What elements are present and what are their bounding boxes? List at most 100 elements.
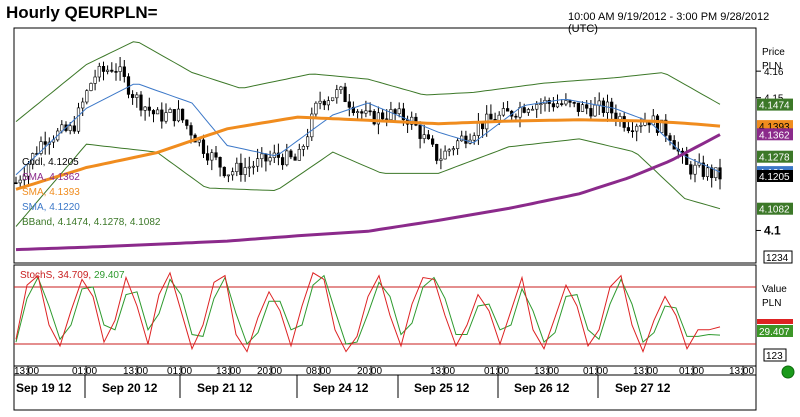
time-day-label: Sep 27 12 <box>615 381 671 395</box>
price-value-marker: 4.1362 <box>757 128 793 141</box>
price-value-marker-text: 4.1082 <box>759 205 790 216</box>
candle-body <box>176 108 181 122</box>
sma-mid-line <box>15 115 721 191</box>
candle-body <box>114 71 118 73</box>
candle-body <box>264 153 268 162</box>
candle-body <box>143 106 147 111</box>
oscillator-last-value-box: 123 <box>763 348 787 362</box>
candle-body <box>39 141 43 154</box>
candle-body <box>635 125 639 132</box>
candle-body <box>322 100 326 106</box>
candle-body <box>664 119 668 136</box>
time-day-label: Sep 20 12 <box>102 381 158 395</box>
price-value-marker-text: 4.1278 <box>759 153 790 164</box>
time-hour-label: 01:00 <box>484 366 509 377</box>
price-value-marker: 4.1082 <box>757 202 793 216</box>
time-hour-label: 01:00 <box>679 366 704 377</box>
candle-body <box>430 138 435 145</box>
candle-body <box>426 134 431 140</box>
candle-body <box>139 94 143 111</box>
candle-body <box>368 110 372 113</box>
candle-body <box>231 171 235 176</box>
candle-body <box>168 109 172 113</box>
time-hour-label: 13:00 <box>430 366 455 377</box>
candle-body <box>539 103 543 105</box>
candle-body <box>314 102 318 115</box>
oscillator-value-marker-text: 29.407 <box>759 327 790 338</box>
candle-body <box>164 112 168 122</box>
candle-body <box>380 112 385 120</box>
chart-title: Hourly QEURPLN= <box>6 3 158 22</box>
time-axis: 13:00 01:00 13:00 01:00 13:00 20:00 08:00 20:00… <box>14 366 754 398</box>
oscillator-value-marker: 29.407 <box>757 325 793 338</box>
candle-body <box>301 146 306 150</box>
price-tick-label: 4.1 <box>764 223 781 237</box>
candle-body <box>443 150 447 160</box>
time-day-label: Sep 24 12 <box>313 381 369 395</box>
candle-body <box>251 165 256 168</box>
candle-body <box>160 109 164 122</box>
price-axis-title: Price <box>762 47 785 58</box>
candle-body <box>214 152 218 158</box>
candle-body <box>422 134 426 139</box>
candle-body <box>576 102 580 112</box>
price-value-marker-text: 4.1362 <box>759 130 790 141</box>
candle-body <box>156 109 160 115</box>
candle-body <box>343 86 347 102</box>
candle-body <box>714 167 718 178</box>
sma-layer <box>15 83 721 252</box>
candle-body <box>43 141 47 145</box>
candle-body <box>526 109 530 113</box>
oscillator-value-markers: 34.709 29.407 <box>757 319 793 338</box>
candle-body <box>710 167 714 179</box>
candle-body <box>401 108 406 121</box>
candle-body <box>297 149 301 161</box>
candle-body <box>247 166 251 169</box>
candle-body <box>255 158 260 167</box>
candle-body <box>89 83 93 91</box>
oscillator-value-marker: 34.709 <box>757 319 793 324</box>
time-day-label: Sep 21 12 <box>197 381 253 395</box>
price-value-marker: 4.1278 <box>757 150 793 164</box>
candle-body <box>439 158 443 161</box>
sma-short-line <box>15 83 721 176</box>
candle-body <box>276 152 281 158</box>
bband-upper-line <box>15 41 721 122</box>
candle-body <box>268 157 272 162</box>
candle-body <box>68 125 72 131</box>
candle-body <box>97 66 101 78</box>
candle-body <box>106 69 110 72</box>
candle-body <box>505 108 510 112</box>
candle-body <box>310 113 314 138</box>
candle-body <box>693 164 697 175</box>
candle-body <box>626 127 630 132</box>
oscillator-axis: Value PLN <box>762 284 787 309</box>
candle-body <box>197 139 201 143</box>
candle-body <box>185 119 189 126</box>
candle-body <box>293 156 297 161</box>
candle-body <box>360 111 364 114</box>
oscillator-legend-entry: StochS, 34.709, 29.407 <box>20 270 125 281</box>
candle-body <box>660 119 664 133</box>
price-panel-frame <box>13 27 757 264</box>
candle-body <box>435 144 439 161</box>
candle-body <box>222 166 226 177</box>
candle-body <box>580 104 585 112</box>
candle-body <box>668 135 672 141</box>
candle-body <box>339 86 343 91</box>
candle-body <box>376 112 381 125</box>
candle-body <box>389 109 393 120</box>
price-legend-entry: SMA, 4.1362 <box>22 172 80 183</box>
candle-body <box>597 100 601 106</box>
price-legend-entry: Cndl, 4.1205 <box>22 157 79 168</box>
connection-status-icon[interactable] <box>781 365 795 379</box>
time-hour-label: 20:00 <box>257 366 282 377</box>
oscillator-series-layer <box>15 271 721 354</box>
candle-body <box>514 115 518 118</box>
candle-body <box>393 109 397 115</box>
candle-body <box>639 125 643 127</box>
bollinger-bands-layer <box>15 41 721 227</box>
price-value-marker-text: 4.1393 <box>759 122 790 133</box>
candle-body <box>326 100 331 106</box>
